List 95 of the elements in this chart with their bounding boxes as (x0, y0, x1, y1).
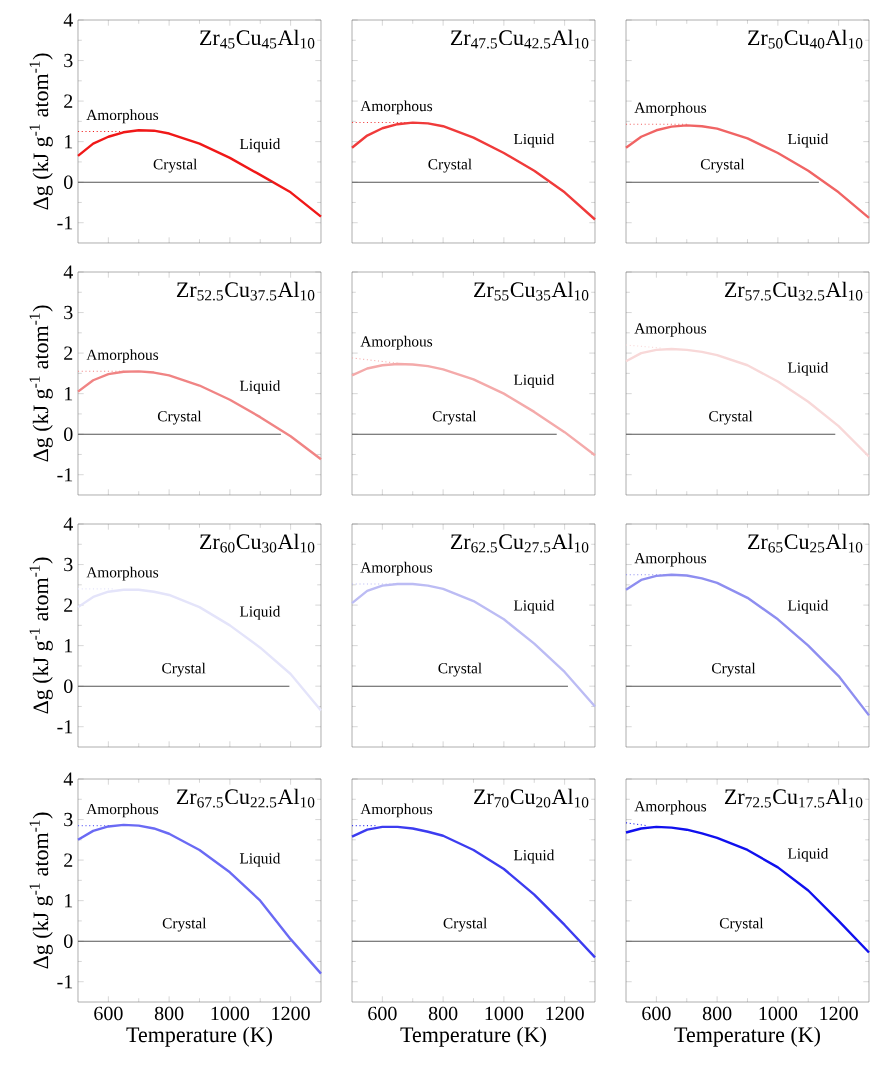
series-label: Amorphous (86, 109, 159, 124)
chart-title: Zr$_{57.5}$Cu$_{32.5}$Al$_{10}$ (724, 281, 863, 301)
y-tick-label: 4 (63, 265, 73, 279)
y-tick-label: 2 (64, 346, 73, 360)
series-label: Amorphous (86, 566, 159, 581)
series-label: Amorphous (634, 102, 707, 116)
y-tick-label: 4 (63, 517, 73, 531)
x-tick-label: 1000 (211, 1006, 250, 1021)
x-axis-title: Temperature (K) (126, 1026, 272, 1047)
y-tick-label: 0 (64, 175, 73, 189)
x-tick-label: 1200 (820, 1006, 858, 1021)
y-tick-label: 1 (65, 135, 73, 149)
y-tick-label: 4 (63, 13, 73, 27)
series-label: Crystal (153, 158, 198, 173)
x-tick-label: 600 (368, 1006, 397, 1021)
series-label: Crystal (438, 662, 482, 677)
x-tick-label: 800 (154, 1006, 184, 1021)
series-label: Crystal (157, 410, 202, 425)
chart-title: Zr$_{55}$Cu$_{35}$Al$_{10}$ (474, 281, 589, 301)
x-axis-title: Temperature (K) (674, 1026, 820, 1047)
series-label: Liquid (787, 847, 829, 862)
y-tick-label: 1 (65, 387, 73, 401)
y-tick-label: -1 (57, 720, 73, 734)
y-tick-label: 0 (64, 934, 73, 948)
series-label: Liquid (239, 138, 281, 153)
x-tick-label: 800 (428, 1006, 458, 1021)
series-label: Liquid (787, 599, 829, 614)
y-tick-label: 4 (63, 772, 73, 786)
series-label: Amorphous (360, 561, 433, 576)
series-label: Liquid (513, 133, 555, 148)
series-label: Amorphous (86, 803, 159, 818)
x-tick-label: 800 (702, 1006, 732, 1021)
series-label: Amorphous (360, 100, 433, 115)
x-tick-label: 600 (94, 1006, 123, 1021)
y-tick-label: 2 (64, 94, 73, 108)
y-tick-label: 2 (64, 598, 73, 612)
series-label: Crystal (709, 410, 753, 425)
series-label: Amorphous (360, 335, 433, 350)
series-label: Crystal (432, 410, 477, 425)
series-label: Liquid (239, 605, 281, 620)
x-tick-label: 1000 (759, 1006, 798, 1021)
y-axis-title: Δg (kJ g$^{-1}$ atom$^{-1}$) (29, 53, 53, 210)
y-axis-title: Δg (kJ g$^{-1}$ atom$^{-1}$) (29, 305, 53, 462)
y-tick-label: 0 (64, 427, 73, 441)
chart-title: Zr$_{52.5}$Cu$_{37.5}$Al$_{10}$ (176, 281, 315, 301)
series-label: Amorphous (634, 552, 707, 567)
series-label: Amorphous (634, 800, 707, 815)
y-tick-label: 3 (64, 812, 73, 827)
series-label: Liquid (787, 361, 829, 376)
series-label: Amorphous (86, 349, 159, 364)
series-label: Crystal (162, 917, 207, 932)
y-tick-label: 2 (64, 853, 73, 867)
chart-title: Zr$_{65}$Cu$_{25}$Al$_{10}$ (748, 533, 863, 553)
series-label: Crystal (700, 158, 745, 173)
y-tick-label: -1 (57, 468, 73, 482)
series-label: Liquid (513, 599, 555, 614)
line-series (76, 823, 323, 975)
y-tick-label: 3 (64, 305, 73, 320)
x-tick-label: 600 (642, 1006, 671, 1021)
series-label: Liquid (787, 133, 829, 148)
series-label: Crystal (428, 158, 472, 173)
series-label: Amorphous (360, 803, 433, 818)
y-axis-title: Δg (kJ g$^{-1}$ atom$^{-1}$) (29, 812, 53, 969)
series-label: Liquid (239, 852, 281, 867)
y-axis-title: Δg (kJ g$^{-1}$ atom$^{-1}$) (29, 557, 53, 714)
series-label: Liquid (513, 849, 555, 864)
y-tick-label: 3 (64, 53, 73, 68)
y-tick-label: -1 (57, 216, 73, 230)
chart-title: Zr$_{45}$Cu$_{45}$Al$_{10}$ (200, 29, 315, 49)
chart-title: Zr$_{70}$Cu$_{20}$Al$_{10}$ (474, 788, 589, 808)
y-tick-label: 1 (65, 639, 73, 653)
y-tick-label: -1 (57, 975, 73, 989)
x-tick-label: 1200 (272, 1006, 310, 1021)
y-tick-label: 3 (64, 557, 73, 572)
x-axis-title: Temperature (K) (400, 1026, 546, 1047)
series-label: Amorphous (634, 322, 707, 337)
series-label: Crystal (443, 917, 487, 932)
series-label: Liquid (239, 380, 281, 395)
x-tick-label: 1200 (546, 1006, 584, 1021)
chart-title: Zr$_{62.5}$Cu$_{27.5}$Al$_{10}$ (450, 533, 589, 553)
chart-title: Zr$_{50}$Cu$_{40}$Al$_{10}$ (748, 29, 863, 49)
chart-title: Zr$_{72.5}$Cu$_{17.5}$Al$_{10}$ (724, 788, 863, 808)
series-label: Crystal (712, 662, 756, 677)
chart-title: Zr$_{47.5}$Cu$_{42.5}$Al$_{10}$ (450, 29, 589, 49)
y-tick-label: 0 (64, 679, 73, 693)
line-series (76, 588, 323, 712)
series-label: Crystal (719, 917, 764, 932)
series-label: Liquid (513, 374, 555, 389)
line-series (76, 129, 323, 218)
series-label: Crystal (162, 662, 206, 677)
chart-title: Zr$_{60}$Cu$_{30}$Al$_{10}$ (200, 533, 315, 553)
chart-title: Zr$_{67.5}$Cu$_{22.5}$Al$_{10}$ (176, 788, 315, 808)
line-series (76, 370, 323, 461)
y-tick-label: 1 (65, 894, 73, 908)
x-tick-label: 1000 (485, 1006, 524, 1021)
